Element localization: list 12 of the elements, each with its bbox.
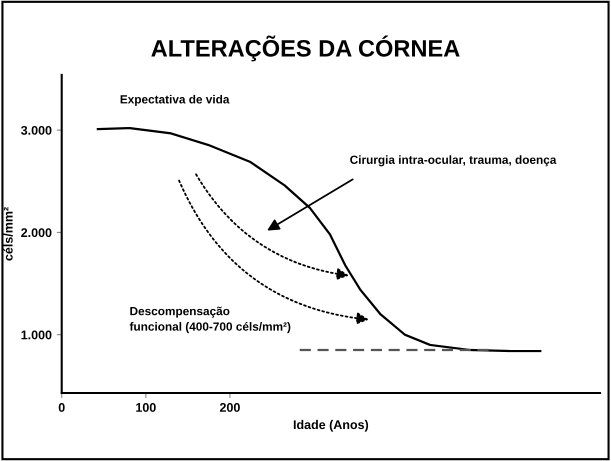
- y-tick-label: 3.000: [21, 126, 52, 135]
- x-tick-label: 200: [220, 403, 240, 412]
- x-axis-title: Idade (Anos): [294, 420, 368, 432]
- annotation: Expectativa de vida: [120, 94, 230, 106]
- chart-title: ALTERAÇÕES DA CÓRNEA: [151, 35, 460, 62]
- x-tick-label: 0: [58, 403, 65, 412]
- y-axis-title: céls/mm²: [3, 207, 13, 261]
- annotation: Descompensação funcional (400-700 céls/mm²): [130, 306, 290, 334]
- y-tick-label: 2.000: [21, 228, 52, 238]
- y-tick-label: 1.000: [22, 330, 52, 340]
- x-tick-label: 100: [136, 403, 156, 412]
- annotation: Cirurgia intra-ocular, trauma, doença: [350, 155, 556, 166]
